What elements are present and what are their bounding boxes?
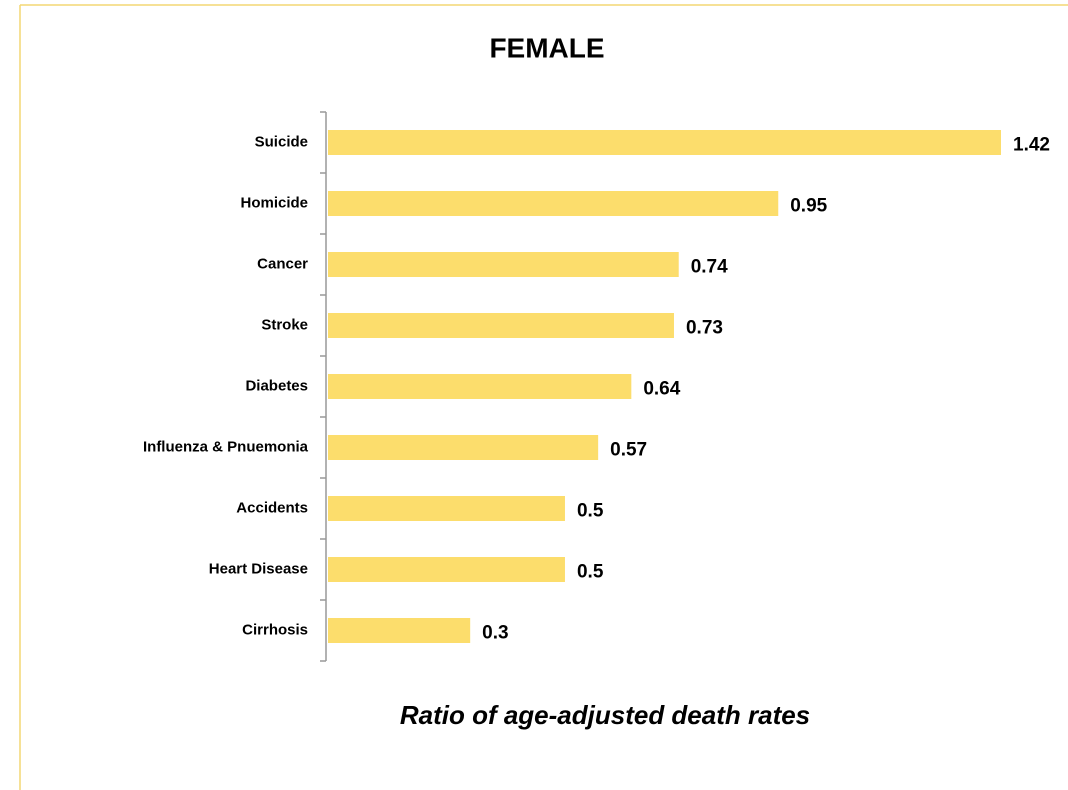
bar (328, 435, 599, 460)
chart-title: FEMALE (489, 32, 604, 63)
y-tick-label: Cancer (257, 255, 308, 272)
bar (328, 496, 565, 521)
value-label: 0.5 (577, 562, 604, 583)
bar (328, 191, 779, 216)
y-tick-label: Suicide (255, 133, 308, 150)
bar (328, 374, 632, 399)
value-label: 0.3 (482, 623, 508, 644)
bar (328, 130, 1001, 155)
value-label: 0.5 (577, 501, 604, 522)
value-label: 0.74 (691, 257, 728, 278)
value-label: 0.73 (686, 318, 723, 339)
y-tick-label: Influenza & Pnuemonia (143, 438, 309, 455)
y-tick-label: Heart Disease (209, 560, 308, 577)
y-tick-label: Accidents (236, 499, 308, 516)
y-tick-label: Cirrhosis (242, 621, 308, 638)
value-label: 0.95 (790, 196, 827, 217)
value-label: 0.57 (610, 440, 647, 461)
bar (328, 252, 679, 277)
y-tick-label: Diabetes (245, 377, 308, 394)
axis-title: Ratio of age-adjusted death rates (400, 700, 810, 730)
value-label: 1.42 (1013, 135, 1050, 156)
y-tick-label: Homicide (240, 194, 308, 211)
bar (328, 618, 471, 643)
y-tick-label: Stroke (261, 316, 308, 333)
value-label: 0.64 (643, 379, 680, 400)
bar (328, 557, 565, 582)
bar (328, 313, 674, 338)
